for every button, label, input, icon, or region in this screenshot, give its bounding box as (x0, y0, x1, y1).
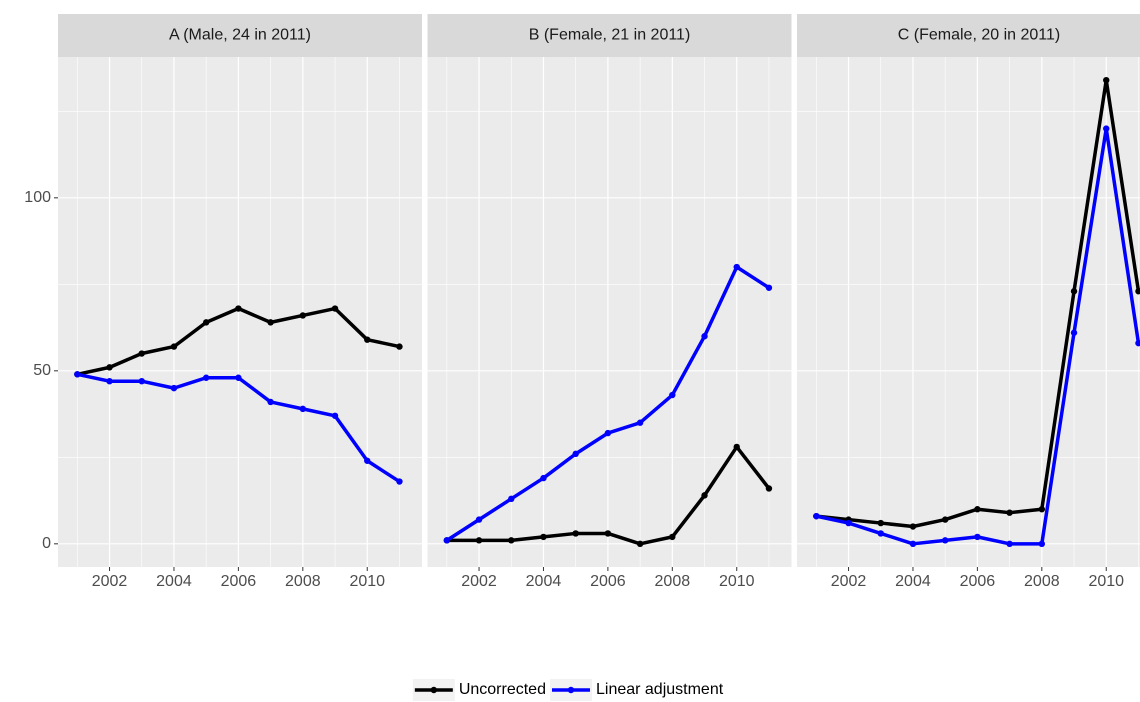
data-point (202, 319, 210, 326)
data-point (669, 391, 676, 399)
data-point (909, 523, 917, 530)
data-point (396, 343, 403, 350)
data-point (845, 519, 852, 527)
data-point (1006, 509, 1013, 516)
data-point (701, 333, 708, 340)
x-tick-label: 2004 (895, 573, 931, 590)
data-point (1135, 339, 1140, 347)
panel-background (797, 57, 1140, 567)
data-point (331, 412, 339, 419)
panel-background (58, 57, 422, 567)
x-tick-label: 2002 (461, 573, 497, 590)
data-point (733, 263, 740, 271)
data-point (299, 405, 307, 413)
data-point (1103, 76, 1110, 84)
data-point (170, 384, 178, 392)
data-point (1038, 540, 1046, 548)
x-tick-label: 2006 (960, 573, 996, 590)
strip (427, 14, 792, 57)
data-point (138, 377, 145, 385)
x-tick-label: 2008 (655, 573, 691, 590)
data-point (235, 305, 242, 312)
data-point (877, 530, 884, 537)
data-point (941, 537, 949, 544)
data-point (604, 530, 612, 537)
data-point (1038, 506, 1046, 513)
data-point (1135, 288, 1140, 295)
data-point (267, 398, 274, 406)
data-point (475, 537, 483, 544)
data-point (106, 364, 113, 371)
strip (797, 14, 1140, 57)
data-point (74, 371, 81, 378)
data-point (1006, 540, 1013, 548)
data-point (572, 450, 579, 458)
data-point (733, 443, 740, 451)
data-point (396, 478, 403, 485)
data-point (508, 537, 515, 544)
data-point (765, 284, 773, 291)
x-tick-label: 2006 (590, 573, 626, 590)
x-tick-label: 2006 (221, 573, 257, 590)
data-point (636, 540, 644, 548)
data-point (508, 495, 515, 503)
legend: Uncorrected Linear adjustment (412, 679, 724, 701)
strip-text: A (Male, 24 in 2011) (169, 27, 311, 44)
data-point (813, 512, 820, 520)
data-point (364, 336, 371, 343)
data-point (1070, 329, 1078, 336)
data-point (235, 374, 242, 381)
data-point (267, 319, 274, 326)
data-point (331, 305, 339, 312)
x-tick-label: 2008 (285, 573, 321, 590)
x-tick-label: 2004 (156, 573, 192, 590)
data-point (669, 533, 676, 541)
y-tick-label: 100 (24, 189, 51, 206)
data-point (974, 533, 981, 541)
x-tick-label: 2002 (831, 573, 867, 590)
strip (58, 14, 422, 57)
x-tick-label: 2010 (1088, 573, 1124, 590)
legend-key-point (567, 686, 575, 694)
data-point (572, 530, 579, 537)
legend-label: Linear adjustment (596, 681, 724, 698)
data-point (170, 343, 178, 350)
x-tick-label: 2010 (349, 573, 385, 590)
data-point (765, 485, 773, 492)
data-point (443, 537, 451, 544)
data-point (909, 540, 917, 548)
data-point (941, 516, 949, 523)
data-point (604, 429, 612, 437)
x-tick-label: 2008 (1024, 573, 1060, 590)
legend-label: Uncorrected (459, 681, 546, 698)
data-point (1070, 288, 1078, 295)
panel-background (427, 57, 792, 567)
data-point (299, 312, 307, 319)
strip-text: B (Female, 21 in 2011) (529, 27, 691, 44)
x-tick-label: 2002 (92, 573, 128, 590)
y-tick-label: 0 (42, 535, 51, 552)
x-tick-label: 2004 (526, 573, 562, 590)
strip-text: C (Female, 20 in 2011) (898, 27, 1060, 44)
data-point (202, 374, 210, 381)
data-point (540, 533, 547, 541)
x-tick-label: 2010 (719, 573, 755, 590)
legend-key-point (430, 686, 438, 694)
data-point (540, 474, 547, 482)
y-tick-label: 50 (33, 362, 51, 379)
data-point (106, 377, 113, 385)
data-point (877, 519, 884, 527)
data-point (974, 506, 981, 513)
data-point (1103, 125, 1110, 132)
data-point (475, 516, 483, 523)
data-point (364, 457, 371, 464)
data-point (701, 492, 708, 499)
data-point (138, 350, 145, 357)
data-point (636, 419, 644, 426)
